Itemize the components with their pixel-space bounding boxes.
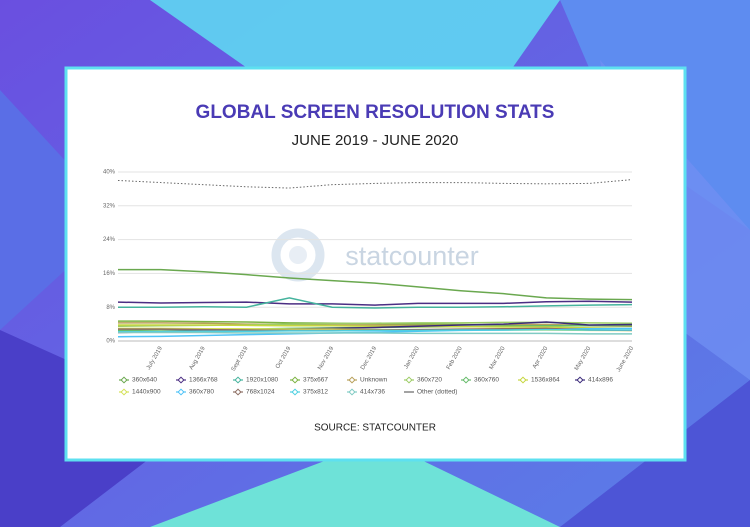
series-line xyxy=(118,324,633,330)
legend-marker xyxy=(234,388,242,396)
watermark-logo xyxy=(271,228,325,282)
chart-title: GLOBAL SCREEN RESOLUTION STATS xyxy=(196,102,555,123)
legend-label: Unknown xyxy=(360,377,387,384)
legend-marker xyxy=(120,388,128,396)
watermark: statcounter xyxy=(345,241,479,271)
legend-label: 414x896 xyxy=(588,377,613,384)
legend-marker xyxy=(291,388,299,396)
legend-label: 360x640 xyxy=(132,377,157,384)
y-tick-label: 24% xyxy=(103,237,116,243)
chart-subtitle: JUNE 2019 - JUNE 2020 xyxy=(292,132,459,149)
series-line xyxy=(118,297,633,309)
series-line xyxy=(118,268,633,301)
legend-marker xyxy=(348,388,356,396)
legend-marker xyxy=(291,376,299,384)
legend-marker xyxy=(405,376,413,384)
legend-marker xyxy=(348,376,356,384)
series-line xyxy=(118,331,632,335)
legend-label: 375x812 xyxy=(303,389,328,396)
card xyxy=(64,66,687,462)
y-tick-label: 8% xyxy=(106,305,115,311)
source: SOURCE: STATCOUNTER xyxy=(314,423,436,434)
legend-label: Other (dotted) xyxy=(417,389,457,396)
y-tick-label: 16% xyxy=(103,271,116,277)
legend-marker xyxy=(576,376,584,384)
legend-marker xyxy=(120,376,128,384)
legend-label: 768x1024 xyxy=(246,389,275,396)
series-line xyxy=(118,322,633,327)
legend-label: 360x760 xyxy=(474,377,499,384)
legend-marker xyxy=(462,376,470,384)
legend-label: 360x720 xyxy=(417,377,442,384)
legend-label: 375x667 xyxy=(303,377,328,384)
series-line xyxy=(118,328,632,333)
legend-label: 360x780 xyxy=(189,389,214,396)
legend-marker xyxy=(519,376,527,384)
legend-marker xyxy=(177,388,185,396)
y-tick-label: 40% xyxy=(103,170,116,176)
legend-label: 414x736 xyxy=(360,389,385,396)
legend-label: 1366x768 xyxy=(189,377,218,384)
legend-label: 1536x864 xyxy=(531,377,560,384)
series-line xyxy=(117,300,633,306)
y-tick-label: 32% xyxy=(103,203,116,209)
legend-label: 1440x900 xyxy=(132,389,161,396)
y-tick-label: 0% xyxy=(106,339,115,345)
legend-label: 1920x1080 xyxy=(246,377,279,384)
legend-marker xyxy=(177,376,185,384)
legend-marker xyxy=(234,376,242,384)
